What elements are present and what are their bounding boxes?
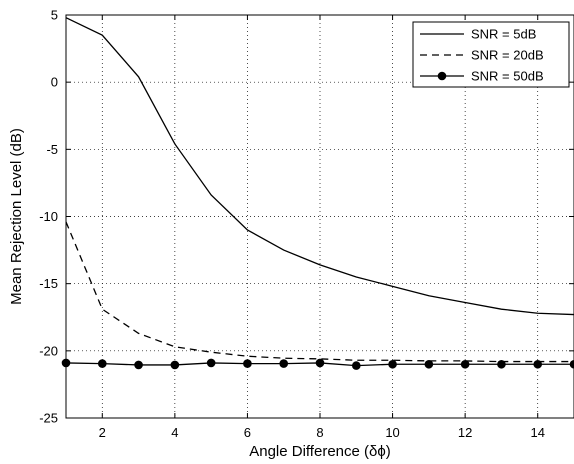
x-axis-label: Angle Difference (δϕ) <box>249 443 391 459</box>
x-tick-label: 4 <box>171 425 178 440</box>
data-series <box>61 17 574 370</box>
series-3 <box>61 358 574 370</box>
y-tick-label: -25 <box>39 411 58 426</box>
data-point <box>460 359 470 369</box>
axis-ticks <box>66 14 574 419</box>
y-tick-label: -15 <box>39 276 58 291</box>
y-tick-label: 0 <box>51 75 58 90</box>
series-line <box>65 17 574 316</box>
y-tick-label: -10 <box>39 209 58 224</box>
y-tick-label: -20 <box>39 343 58 358</box>
legend-item: SNR = 5dB <box>420 27 536 42</box>
grid-lines <box>66 15 574 418</box>
data-point <box>497 359 506 369</box>
series-1 <box>65 17 574 316</box>
data-point <box>388 359 397 369</box>
legend: SNR = 5dB SNR = 20dB SNR = 50dB <box>412 21 570 88</box>
series-line <box>65 221 574 363</box>
y-tick-label: 5 <box>51 8 58 23</box>
x-tick-label: 14 <box>530 425 544 440</box>
legend-items: SNR = 5dB SNR = 20dB SNR = 50dB <box>420 27 544 84</box>
tick-labels: 2 4 6 8 10 12 14 5 0 -5 -10 -15 -20 -25 <box>39 8 545 441</box>
data-point <box>206 358 216 368</box>
data-point <box>424 359 434 369</box>
data-point <box>315 358 325 368</box>
x-tick-label: 10 <box>385 425 399 440</box>
x-tick-label: 2 <box>99 425 106 440</box>
y-axis-label: Mean Rejection Level (dB) <box>8 128 25 305</box>
data-point <box>170 360 180 370</box>
legend-label: SNR = 5dB <box>471 27 536 42</box>
legend-label: SNR = 20dB <box>471 48 544 63</box>
legend-item: SNR = 20dB <box>420 48 544 63</box>
data-point <box>533 359 543 369</box>
data-point <box>351 361 361 370</box>
data-point <box>243 359 252 368</box>
y-tick-label: -5 <box>46 142 58 157</box>
x-tick-label: 6 <box>244 425 251 440</box>
series-2 <box>65 221 574 363</box>
data-point <box>97 359 107 368</box>
x-tick-label: 8 <box>316 425 323 440</box>
legend-item: SNR = 50dB <box>420 69 544 84</box>
x-tick-label: 12 <box>458 425 472 440</box>
data-point <box>134 360 143 370</box>
data-point <box>279 359 289 368</box>
legend-label: SNR = 50dB <box>471 69 544 84</box>
data-point <box>569 359 574 369</box>
legend-marker <box>437 71 447 81</box>
